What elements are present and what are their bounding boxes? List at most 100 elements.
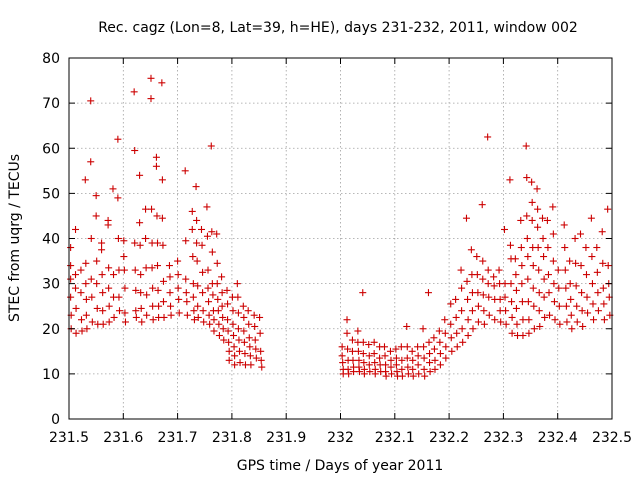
data-point [409,372,417,380]
data-point [588,253,596,261]
data-point [225,347,233,355]
data-point [562,284,570,292]
data-point [190,307,198,315]
data-point [587,214,595,222]
data-point [115,307,123,315]
data-point [452,295,460,303]
data-point [339,359,347,367]
data-point [148,205,156,213]
data-point [198,241,206,249]
data-point [246,352,254,360]
data-point [529,284,537,292]
x-tick-label: 232.2 [429,430,469,446]
data-point [554,266,562,274]
data-point [251,322,259,330]
data-point [403,343,411,351]
data-point [252,354,260,362]
data-point [497,318,505,326]
data-point [462,214,470,222]
data-point [420,365,428,373]
data-point [567,295,575,303]
data-point [506,176,514,184]
data-point [392,354,400,362]
data-point [241,350,249,358]
data-point [104,221,112,229]
data-point [386,347,394,355]
chart-title: Rec. cagz (Lon=8, Lat=39, h=HE), days 23… [98,20,578,36]
data-point [175,295,183,303]
data-point [538,214,546,222]
data-point [604,205,612,213]
data-point [447,320,455,328]
data-point [121,318,129,326]
data-point [550,280,558,288]
data-point [167,302,175,310]
data-point [543,216,551,224]
data-point [397,343,405,351]
data-point [199,307,207,315]
data-point [479,257,487,265]
data-point [593,244,601,252]
data-point [206,320,214,328]
x-tick-label: 231.8 [212,430,252,446]
data-point [166,289,174,297]
data-point [207,142,215,150]
data-point [442,354,450,362]
data-point [508,298,516,306]
data-point [246,343,254,351]
data-point [205,311,213,319]
data-point [199,268,207,276]
data-point [98,246,106,254]
data-point [365,352,373,360]
data-point [426,368,434,376]
data-point [508,329,516,337]
data-point [469,325,477,333]
data-point [490,282,498,290]
data-point [484,266,492,274]
data-point [149,316,157,324]
y-tick-label: 30 [42,277,60,293]
data-point [142,205,150,213]
data-point [523,235,531,242]
data-point [380,343,388,351]
data-point [132,307,140,315]
data-point [338,343,346,351]
data-point [517,216,525,224]
data-point [131,239,139,247]
data-point [136,241,144,249]
data-point [158,176,166,184]
data-point [109,185,117,193]
data-point [525,316,533,324]
data-point [120,266,128,274]
data-point [562,302,570,310]
data-point [67,275,75,283]
data-point [143,291,151,299]
data-point [590,316,598,324]
data-point [181,167,189,175]
data-point [573,318,581,326]
data-point [88,318,96,326]
x-tick-label: 232.4 [538,430,578,446]
data-point [540,293,548,301]
data-point [560,221,568,229]
data-point [426,350,434,358]
data-point [167,311,175,319]
data-point [453,329,461,337]
data-point [130,88,138,96]
data-point [204,284,212,292]
data-point [165,262,173,270]
data-point [354,347,362,355]
data-point [213,230,221,238]
data-point [230,332,238,340]
data-point [464,316,472,324]
data-point [87,97,95,105]
data-point [240,313,248,321]
data-point [555,302,563,310]
data-point [571,235,579,242]
data-point [524,275,532,283]
data-point [230,343,238,351]
x-tick-label: 231.9 [266,430,306,446]
data-point [114,235,122,242]
data-point [371,359,379,367]
data-point [215,332,223,340]
